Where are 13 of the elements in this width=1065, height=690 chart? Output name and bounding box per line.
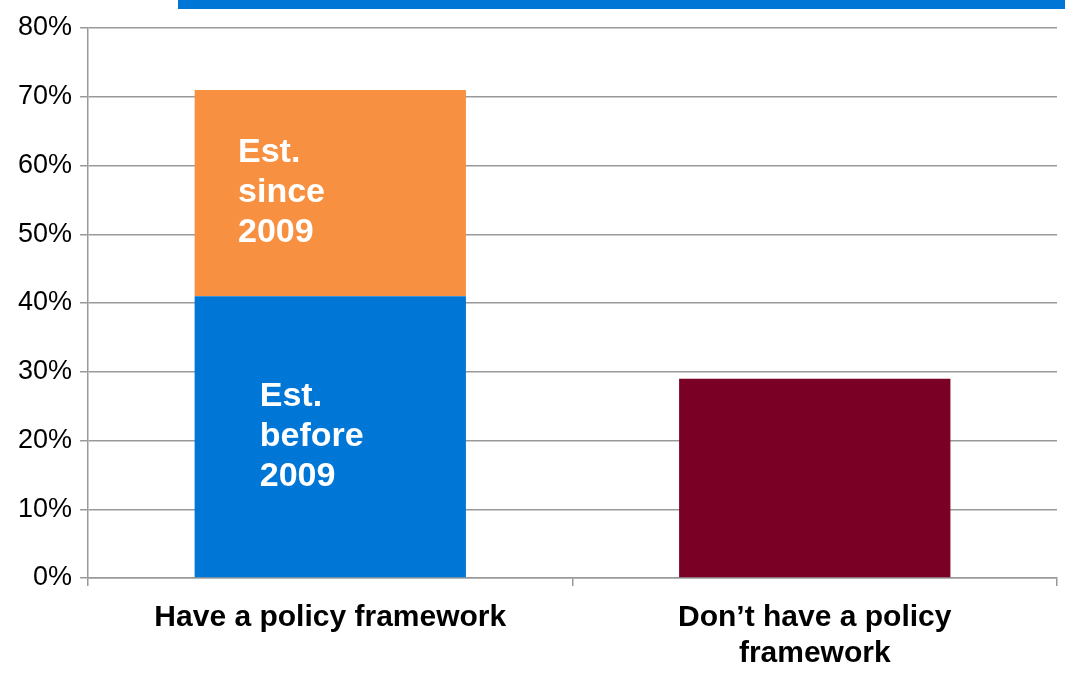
y-tick-label: 20% xyxy=(17,423,73,454)
x-tick-label: Don’t have a policy framework xyxy=(678,599,952,669)
x-tick-label: Have a policy framework xyxy=(154,599,507,633)
y-tick-label: 30% xyxy=(17,355,73,386)
series-label: Est. before 2009 xyxy=(259,375,364,494)
y-tick-label: 80% xyxy=(17,11,73,42)
y-tick-label: 40% xyxy=(17,286,73,317)
series-label: Est. since 2009 xyxy=(238,131,325,250)
y-tick-label: 50% xyxy=(17,217,73,248)
y-tick-label: 60% xyxy=(17,148,73,179)
y-tick-label: 10% xyxy=(17,492,73,523)
y-tick-label: 70% xyxy=(17,80,73,111)
y-tick-label: 0% xyxy=(33,561,73,592)
